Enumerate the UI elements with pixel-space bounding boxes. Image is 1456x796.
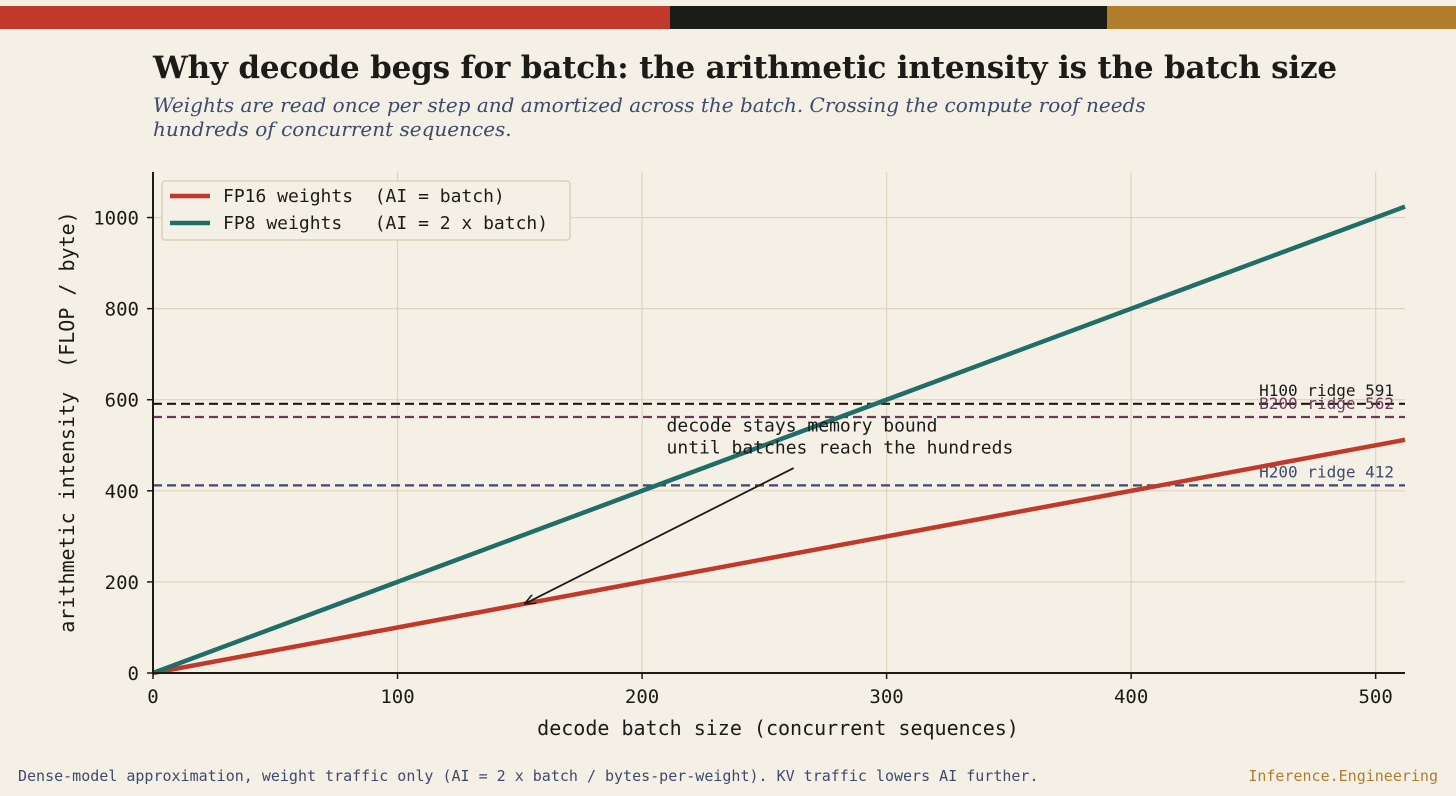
x-axis-label: decode batch size (concurrent sequences) (537, 716, 1019, 740)
y-tick-label: 400 (105, 481, 139, 503)
chart-title: Why decode begs for batch: the arithmeti… (153, 50, 1337, 86)
legend-label-0: FP16 weights (AI = batch) (223, 186, 505, 207)
y-tick-label: 800 (105, 299, 139, 321)
axes (152, 172, 1405, 674)
x-tick-label: 500 (1358, 686, 1392, 708)
chart-subtitle: Weights are read once per step and amort… (153, 93, 1146, 141)
x-tick-label: 400 (1114, 686, 1148, 708)
ridge-label-2: H200 ridge 412 (1259, 462, 1394, 481)
y-tick-label: 0 (128, 663, 139, 685)
brand-bar-gold (1107, 6, 1456, 29)
brand-color-bar (0, 6, 1456, 29)
tick-labels: 0 100 200 300 400 500 0 200 400 600 800 1000 (93, 208, 1393, 708)
series-lines (152, 204, 1406, 676)
y-tick-label: 600 (105, 390, 139, 412)
footer-note: Dense-model approximation, weight traffi… (18, 767, 1039, 785)
legend: FP16 weights (AI = batch) FP8 weights (AI… (161, 180, 571, 241)
ridge-label-0: H100 ridge 591 (1259, 381, 1394, 400)
footer-brand: Inference.Engineering (1248, 767, 1438, 785)
y-tick-label: 1000 (93, 208, 139, 230)
ridge-label-1: B200 ridge 562 (1259, 394, 1394, 413)
legend-box (161, 180, 571, 241)
x-tick-label: 300 (869, 686, 903, 708)
annotation-text-0: decode stays memory bound (667, 416, 938, 437)
brand-bar-black (670, 6, 1107, 29)
legend-label-1: FP8 weights (AI = 2 x batch) (223, 213, 548, 234)
x-tick-label: 0 (147, 686, 158, 708)
y-tick-label: 200 (105, 572, 139, 594)
x-tick-label: 100 (380, 686, 414, 708)
brand-bar-red (0, 6, 670, 29)
series-line-1 (152, 204, 1406, 676)
annotation-text-1: until batches reach the hundreds (667, 438, 1014, 459)
annotation-arrow (525, 467, 795, 604)
series-line-0 (152, 437, 1406, 676)
y-axis-label: arithmetic intensity (FLOP / byte) (55, 211, 79, 632)
x-tick-label: 200 (625, 686, 659, 708)
